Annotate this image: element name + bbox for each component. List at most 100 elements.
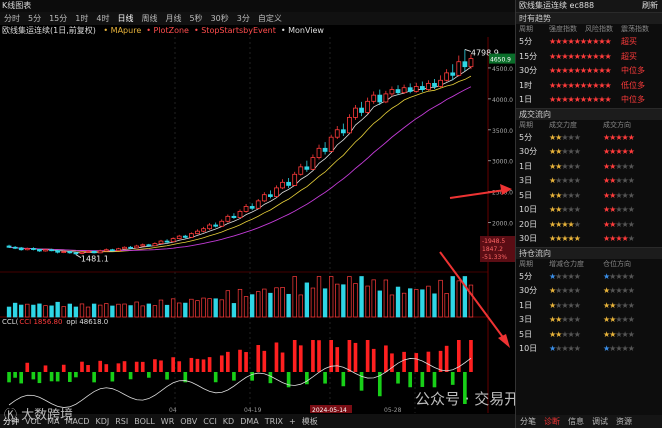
candle[interactable] <box>286 181 291 186</box>
period-10[interactable]: 3分 <box>236 14 250 23</box>
refresh-button[interactable]: 刷新 <box>642 1 658 10</box>
candle[interactable] <box>419 86 425 90</box>
panel-tab-4[interactable]: 资源 <box>616 417 632 426</box>
candle[interactable] <box>170 238 176 243</box>
panel-tab-2[interactable]: 信息 <box>568 417 584 426</box>
panel-tab-1[interactable]: 诊断 <box>544 417 560 426</box>
candle[interactable] <box>383 93 389 103</box>
candle[interactable] <box>55 250 61 253</box>
section-position-flow[interactable]: 持仓流向 <box>516 246 662 259</box>
indicator-tab-11[interactable]: DMA <box>240 416 259 426</box>
candle[interactable] <box>85 250 91 253</box>
candle[interactable] <box>128 246 133 249</box>
indicator-tab-10[interactable]: KD <box>222 416 235 426</box>
indicator-tab-0[interactable]: 分钟 <box>3 416 19 426</box>
indicator-tab-4[interactable]: KDJ <box>95 416 110 426</box>
candle[interactable] <box>268 194 273 197</box>
indicator-tab-8[interactable]: OBV <box>180 416 198 426</box>
volume-row[interactable]: 30分 ★★★★★ ★★★★★ <box>516 145 662 160</box>
indicator-tab-13[interactable]: + <box>289 416 296 426</box>
candle[interactable] <box>37 249 42 252</box>
candle[interactable] <box>61 251 67 253</box>
candle[interactable] <box>432 82 437 87</box>
candle[interactable] <box>371 94 377 102</box>
candlestick-chart[interactable]: 4500.0 4000.0 3500.0 3000.0 2500.0 2000.0 4798… <box>0 37 515 414</box>
indicator-tab-3[interactable]: MACD <box>65 416 90 426</box>
candle[interactable] <box>213 224 219 227</box>
candle[interactable] <box>377 94 383 103</box>
period-0[interactable]: 分时 <box>4 14 20 23</box>
candle[interactable] <box>49 249 54 252</box>
period-11[interactable]: 自定义 <box>257 14 282 23</box>
candle[interactable] <box>444 72 450 81</box>
candle[interactable] <box>116 248 121 252</box>
candle[interactable] <box>164 240 170 243</box>
candle[interactable] <box>73 252 79 255</box>
candle[interactable] <box>12 246 18 249</box>
candle[interactable] <box>109 249 115 252</box>
candle[interactable] <box>249 206 255 209</box>
indicator-tab-1[interactable]: VOL <box>25 416 42 426</box>
candle[interactable] <box>413 86 419 92</box>
candle[interactable] <box>18 247 24 251</box>
trend-row[interactable]: 15分 ★★★★★★★★★★ 超买 <box>516 50 662 65</box>
candle[interactable] <box>365 100 371 113</box>
candle[interactable] <box>225 215 231 222</box>
candle[interactable] <box>274 187 279 197</box>
position-row[interactable]: 10日 ★★★★★ ★★★★★ <box>516 342 662 357</box>
candle[interactable] <box>24 248 30 251</box>
candle[interactable] <box>353 107 358 118</box>
period-7[interactable]: 月线 <box>165 14 182 23</box>
volume-row[interactable]: 3日 ★★★★★ ★★★★★ <box>516 174 662 189</box>
candle[interactable] <box>146 244 152 247</box>
period-1[interactable]: 5分 <box>28 14 42 23</box>
candle[interactable] <box>231 215 237 218</box>
candle[interactable] <box>280 181 285 189</box>
candle[interactable] <box>304 166 310 170</box>
candle[interactable] <box>401 87 407 94</box>
candle[interactable] <box>322 147 328 152</box>
candle[interactable] <box>97 250 103 254</box>
candle[interactable] <box>359 107 364 113</box>
candle[interactable] <box>468 58 474 68</box>
panel-tab-3[interactable]: 调试 <box>592 417 608 426</box>
volume-row[interactable]: 1日 ★★★★★ ★★★★★ <box>516 160 662 175</box>
volume-row[interactable]: 20日 ★★★★★ ★★★★★ <box>516 218 662 233</box>
panel-tab-0[interactable]: 分笔 <box>520 417 536 426</box>
position-row[interactable]: 1日 ★★★★★ ★★★★★ <box>516 299 662 314</box>
indicator-tab-6[interactable]: BOLL <box>134 416 155 426</box>
period-5[interactable]: 日线 <box>117 14 134 23</box>
candle[interactable] <box>310 157 316 170</box>
candle[interactable] <box>426 82 431 90</box>
candle[interactable] <box>407 87 413 92</box>
candle[interactable] <box>79 251 85 254</box>
indicator-tab-2[interactable]: MA <box>47 416 60 426</box>
period-6[interactable]: 周线 <box>141 14 158 23</box>
candle[interactable] <box>395 89 401 94</box>
candle[interactable] <box>189 233 194 238</box>
position-row[interactable]: 5日 ★★★★★ ★★★★★ <box>516 328 662 343</box>
section-trend[interactable]: 时有趋势 <box>516 12 662 24</box>
candle[interactable] <box>462 61 468 68</box>
candle[interactable] <box>152 243 158 247</box>
chart-area[interactable]: 4500.0 4000.0 3500.0 3000.0 2500.0 2000.0 4798… <box>0 37 515 414</box>
candle[interactable] <box>140 244 146 247</box>
indicator-tab-12[interactable]: TRIX <box>264 416 284 426</box>
candle[interactable] <box>243 206 249 212</box>
candle[interactable] <box>298 166 304 175</box>
candle[interactable] <box>176 235 182 240</box>
candle[interactable] <box>67 251 73 254</box>
candle[interactable] <box>389 89 395 95</box>
candle[interactable] <box>347 116 352 134</box>
candle[interactable] <box>30 248 36 250</box>
volume-row[interactable]: 30日 ★★★★★ ★★★★★ <box>516 232 662 247</box>
candle[interactable] <box>255 200 261 209</box>
period-3[interactable]: 1时 <box>75 14 89 23</box>
candle[interactable] <box>122 246 127 250</box>
candle[interactable] <box>201 228 206 232</box>
indicator-tab-9[interactable]: CCI <box>203 416 217 426</box>
indicator-tab-5[interactable]: RSI <box>115 416 129 426</box>
section-volume-flow[interactable]: 成交流向 <box>516 107 662 120</box>
candle[interactable] <box>6 245 12 248</box>
indicator-tab-14[interactable]: 模板 <box>301 416 318 426</box>
